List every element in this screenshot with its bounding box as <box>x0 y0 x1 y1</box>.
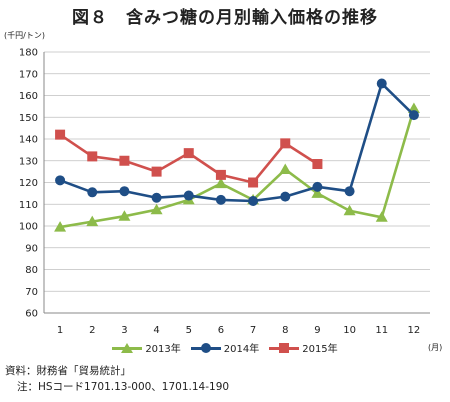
data-point-circle <box>55 175 66 186</box>
hs-code-note: 注：HSコード1701.13-000、1701.14-190 <box>17 381 230 393</box>
y-axis-unit: (千円/トン) <box>4 31 45 40</box>
y-tick-label: 150 <box>19 113 38 124</box>
chart-notes: 資料：財務省「貿易統計」 注：HSコード1701.13-000、1701.14-… <box>5 363 229 395</box>
chart-legend: 2013年 2014年 2015年 <box>0 340 450 355</box>
circle-marker-icon <box>200 342 211 353</box>
y-tick-label: 130 <box>19 156 38 167</box>
y-tick-label: 60 <box>25 309 38 320</box>
data-point-circle <box>280 191 291 202</box>
data-point-circle <box>376 78 387 89</box>
x-tick-label: 4 <box>153 325 159 336</box>
data-point-square <box>87 151 98 162</box>
data-point-square <box>312 159 323 170</box>
data-point-square <box>55 129 66 140</box>
series-line-2014年 <box>59 82 415 203</box>
data-point-circle <box>119 186 130 197</box>
legend-label-2015: 2015年 <box>302 344 338 355</box>
legend-item-2014: 2014年 <box>190 340 260 355</box>
data-point-triangle <box>86 215 99 227</box>
data-point-circle <box>215 194 226 205</box>
data-point-square <box>183 148 194 159</box>
x-tick-label: 5 <box>186 325 192 336</box>
data-point-square <box>151 166 162 177</box>
x-tick-label: 9 <box>314 325 320 336</box>
data-point-square <box>248 177 259 188</box>
data-point-triangle <box>214 177 227 189</box>
chart-title: 図８ 含みつ糖の月別輸入価格の推移 <box>72 8 378 28</box>
legend-item-2015: 2015年 <box>269 340 338 355</box>
legend-swatch-2013 <box>112 342 143 354</box>
data-point-square <box>119 155 130 166</box>
data-point-circle <box>312 181 323 192</box>
square-marker-icon <box>279 342 290 353</box>
y-tick-label: 120 <box>19 178 38 189</box>
data-point-triangle <box>118 210 131 221</box>
legend-swatch-2014 <box>190 342 221 354</box>
data-point-square <box>280 138 291 149</box>
triangle-marker-icon <box>121 342 134 353</box>
data-point-triangle <box>375 211 388 222</box>
y-tick-label: 70 <box>25 287 38 298</box>
data-point-circle <box>248 195 259 206</box>
legend-label-2014: 2014年 <box>223 344 260 355</box>
x-tick-label: 6 <box>218 325 224 336</box>
y-tick-label: 170 <box>19 69 38 80</box>
legend-item-2013: 2013年 <box>112 340 181 355</box>
x-tick-label: 7 <box>250 325 256 336</box>
data-point-square <box>215 169 226 180</box>
y-tick-label: 140 <box>19 135 38 146</box>
y-tick-label: 100 <box>19 222 38 233</box>
data-point-circle <box>87 187 98 198</box>
x-tick-label: 2 <box>89 325 95 336</box>
data-point-circle <box>183 190 194 201</box>
y-tick-label: 90 <box>25 243 38 254</box>
data-point-triangle <box>150 203 163 215</box>
x-tick-label: 10 <box>343 325 356 336</box>
legend-label-2013: 2013年 <box>145 344 181 355</box>
data-point-circle <box>408 110 419 121</box>
data-point-circle <box>151 192 162 203</box>
y-tick-label: 180 <box>19 48 38 59</box>
y-tick-label: 160 <box>19 91 38 102</box>
x-axis-unit: (月) <box>428 343 443 352</box>
data-point-circle <box>344 186 355 197</box>
source-note: 資料：財務省「貿易統計」 <box>5 365 131 377</box>
x-tick-label: 12 <box>408 325 421 336</box>
data-point-triangle <box>343 204 356 216</box>
y-tick-label: 80 <box>25 265 38 276</box>
x-tick-label: 1 <box>57 325 63 336</box>
x-tick-label: 11 <box>375 325 388 336</box>
data-point-triangle <box>279 163 292 174</box>
legend-swatch-2015 <box>269 342 300 354</box>
series-line-2013年 <box>59 108 416 229</box>
data-point-triangle <box>54 221 67 232</box>
x-tick-label: 3 <box>121 325 127 336</box>
x-tick-label: 8 <box>282 325 288 336</box>
y-tick-label: 110 <box>19 200 38 211</box>
data-point-triangle <box>311 187 324 198</box>
